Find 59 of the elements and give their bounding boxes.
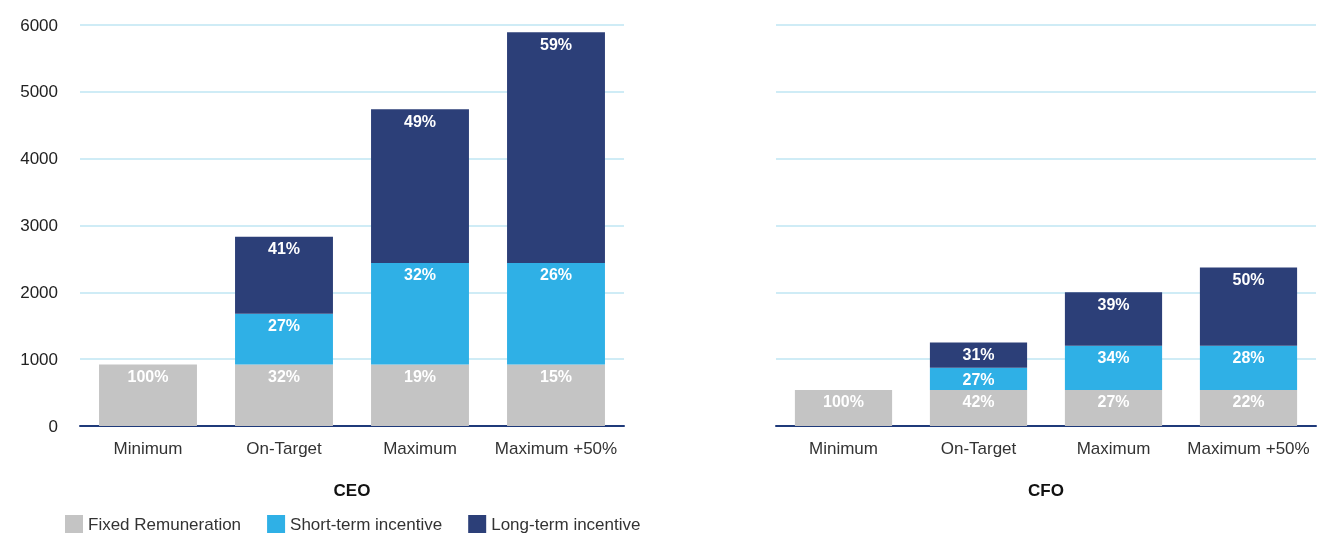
annotation: 39% — [1097, 295, 1130, 313]
bar — [235, 313, 333, 365]
y-tick-label: 4000 — [20, 149, 58, 169]
bar — [1064, 345, 1163, 390]
bar — [371, 364, 469, 426]
annotation: 32% — [267, 368, 301, 386]
bar — [929, 389, 1028, 426]
annotation: 26% — [539, 266, 573, 284]
x-tick-label: Maximum — [1076, 439, 1151, 458]
annotation: 32% — [403, 266, 437, 284]
bar — [507, 262, 605, 365]
x-tick-label: Minimum — [809, 439, 878, 458]
bar — [1199, 389, 1298, 426]
x-axis-title: CEO — [333, 481, 371, 500]
bar — [235, 236, 333, 314]
bar — [371, 109, 469, 263]
y-tick-label: 1000 — [20, 349, 58, 369]
annotation: 28% — [1232, 349, 1265, 367]
bar — [1064, 389, 1163, 426]
annotation: 31% — [962, 345, 995, 363]
x-tick-label: Maximum — [383, 439, 457, 458]
annotation: 34% — [1097, 349, 1130, 367]
bar — [1199, 345, 1298, 390]
y-tick-label: 6000 — [20, 15, 58, 35]
bar — [929, 342, 1028, 368]
annotation: 42% — [962, 393, 995, 411]
x-tick-label: On-Target — [940, 439, 1017, 458]
y-tick-label: 3000 — [20, 216, 58, 235]
bar — [1064, 292, 1163, 346]
bar — [507, 364, 605, 426]
x-axis-title: CFO — [1028, 481, 1064, 500]
y-tick-label: 5000 — [20, 82, 58, 102]
legend-label: Fixed Remuneration — [88, 514, 242, 534]
x-tick-label: Minimum — [113, 439, 183, 458]
annotation: 100% — [127, 368, 169, 386]
y-tick-label: 2000 — [20, 282, 58, 302]
legend-label: Long-term incentive — [491, 514, 641, 534]
bar — [371, 262, 469, 365]
bar — [1199, 267, 1298, 346]
y-tick-label: 0 — [48, 416, 58, 436]
annotation: 19% — [403, 368, 437, 386]
annotation: 50% — [1232, 271, 1265, 289]
annotation: 27% — [1097, 393, 1130, 411]
bar — [99, 364, 197, 426]
bar — [235, 364, 333, 426]
x-tick-label: Maximum +50% — [1187, 439, 1310, 458]
x-tick-label: Maximum +50% — [494, 439, 618, 458]
annotation: 59% — [539, 35, 573, 53]
annotation: 27% — [267, 317, 301, 335]
annotation: 27% — [962, 371, 995, 389]
bar — [794, 389, 893, 426]
legend-label: Short-term incentive — [290, 514, 443, 534]
annotation: 22% — [1232, 393, 1265, 411]
annotation: 49% — [403, 112, 437, 130]
x-tick-label: On-Target — [246, 439, 323, 458]
annotation: 100% — [823, 393, 864, 411]
bar — [507, 32, 605, 263]
annotation: 41% — [267, 240, 301, 258]
annotation: 15% — [539, 368, 573, 386]
